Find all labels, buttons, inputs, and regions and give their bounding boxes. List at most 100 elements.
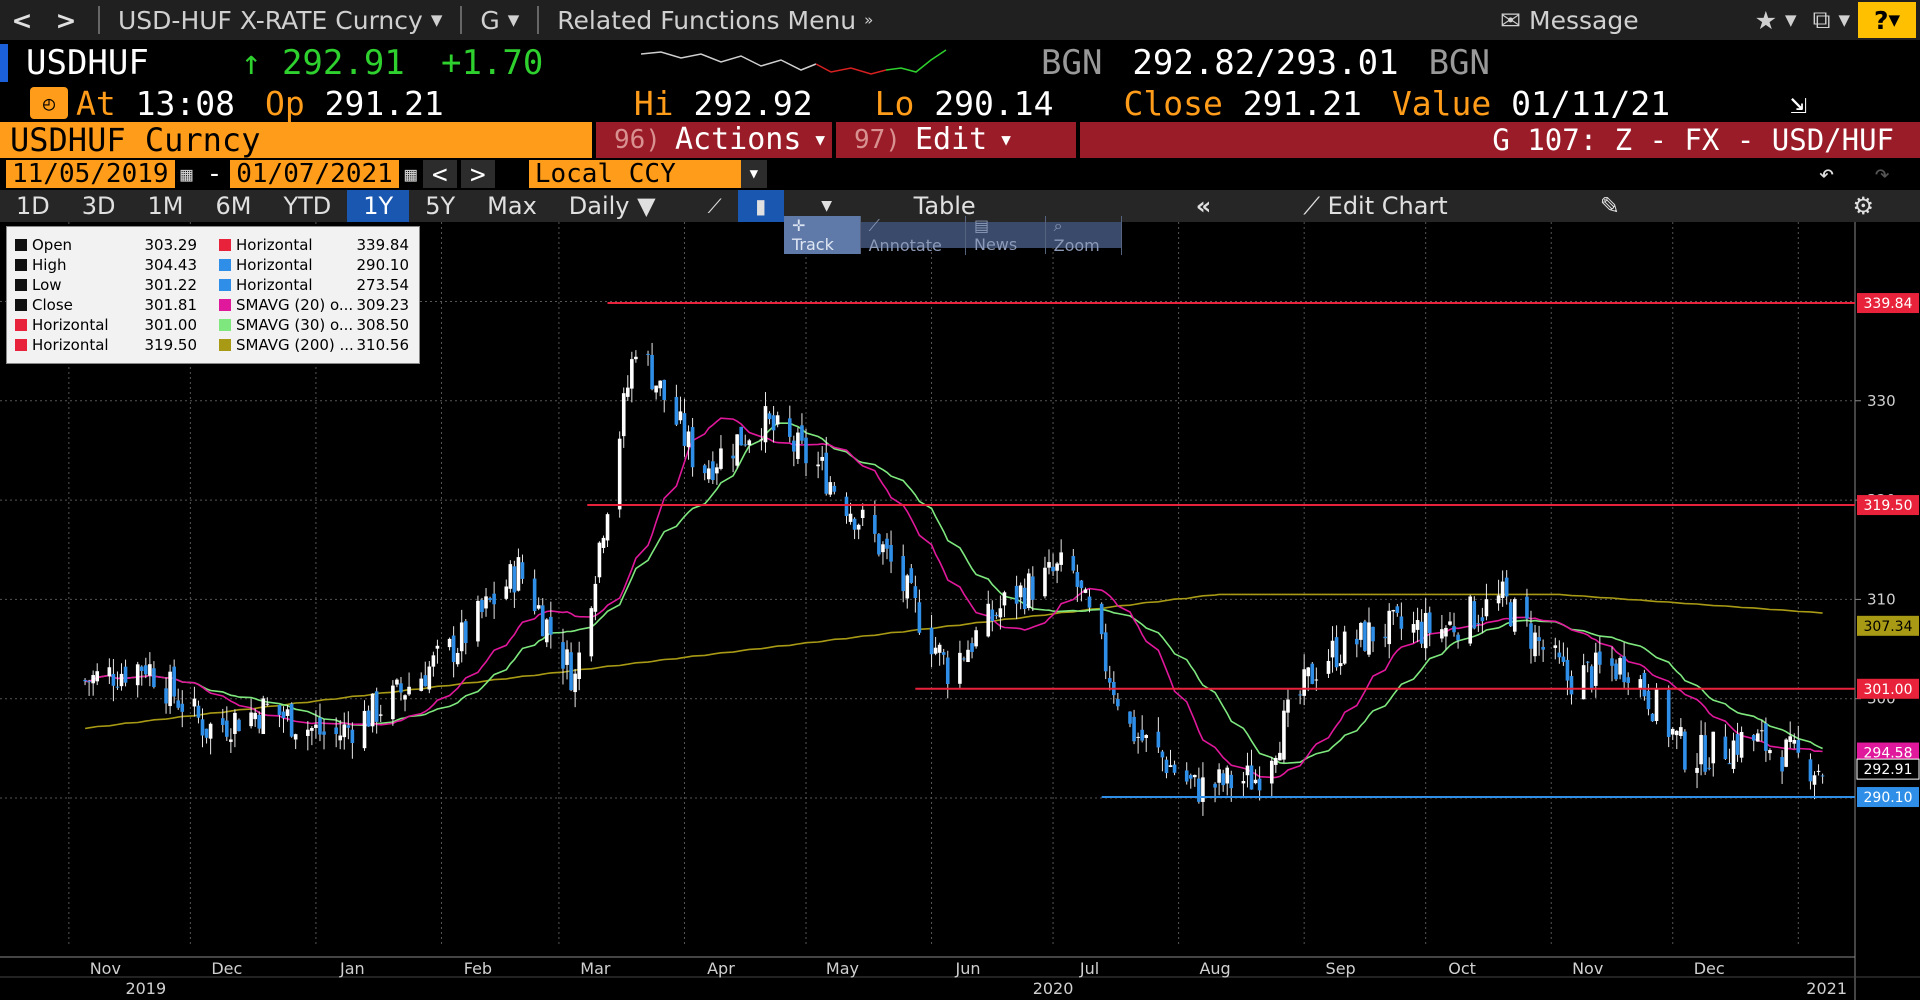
function-menu-label: G [480, 5, 500, 35]
ticker[interactable]: USDHUF [26, 43, 149, 83]
candle-body [1387, 610, 1392, 645]
security-menu[interactable]: USD-HUF X-RATE Curncy ▼ [110, 6, 450, 35]
period-buttons: 1D 3D 1M 6M YTD 1Y 5Y Max [0, 190, 553, 222]
period-button-1m[interactable]: 1M [147, 192, 184, 220]
undo-icon[interactable]: ↶ [1818, 159, 1835, 189]
edit-number: 97) [854, 125, 901, 155]
legend-item[interactable]: Horizontal [219, 235, 313, 255]
high-value: 292.92 [693, 83, 813, 123]
frequency-select[interactable]: Daily ▼ [553, 190, 672, 222]
legend-item[interactable]: SMAVG (200) ... [219, 335, 354, 355]
function-menu[interactable]: G ▼ [472, 6, 527, 35]
candle-body [941, 652, 946, 655]
candle-body [314, 724, 318, 729]
annotate-mode[interactable]: ⟋ Annotate [861, 215, 966, 255]
redo-icon[interactable]: ↷ [1874, 159, 1890, 189]
candle-body [1087, 596, 1092, 608]
period-button-3d[interactable]: 3D [81, 192, 116, 220]
candle-body [1699, 734, 1703, 765]
message-button[interactable]: ✉ Message [1492, 6, 1647, 35]
period-button-ytd[interactable]: YTD [283, 192, 332, 220]
candle-body [885, 538, 889, 549]
legend-label: Open [32, 236, 73, 254]
draw-tool-icon[interactable]: ✎ [1599, 192, 1620, 220]
window-button[interactable]: ⧉ ▼ [1805, 5, 1858, 35]
legend-value: 304.43 [144, 256, 198, 274]
chart-toolbar: 1D 3D 1M 6M YTD 1Y 5Y Max Daily ▼ ⟋ ▮ ▼ Table «… [0, 190, 1920, 222]
calendar-icon[interactable]: ▦ [180, 162, 193, 186]
candle-body [1286, 699, 1290, 713]
edit-label: Edit [914, 122, 988, 157]
track-mode[interactable]: ✛ Track [784, 216, 861, 254]
candle-body [435, 645, 440, 649]
chart-canvas[interactable]: 300310320330NovDecJanFebMarAprMayJunJulA… [0, 222, 1920, 1000]
gear-icon[interactable]: ⚙ [1852, 192, 1874, 220]
candle-body [111, 673, 116, 686]
legend-item[interactable]: Horizontal [219, 255, 313, 275]
legend-item[interactable]: Low [15, 275, 62, 295]
price-label-box [1856, 758, 1920, 780]
legend-item[interactable]: Open [15, 235, 72, 255]
period-button-max[interactable]: Max [487, 192, 537, 220]
security-field[interactable]: USDHUF Curncy [0, 122, 592, 158]
help-button[interactable]: ? ▼ [1858, 2, 1916, 38]
candle-body [1707, 767, 1711, 769]
period-button-6m[interactable]: 6M [215, 192, 252, 220]
collapse-icon[interactable]: « [1195, 192, 1212, 220]
open-label: Op [264, 83, 305, 123]
edit-menu[interactable]: 97) Edit ▼ [836, 122, 1076, 158]
news-mode[interactable]: ▤ News [966, 216, 1046, 254]
currency-select[interactable]: Local CCY [528, 160, 741, 188]
candle-body [820, 456, 824, 461]
candle-body [625, 387, 630, 397]
candle-body [431, 655, 436, 667]
candle-body [1533, 632, 1537, 657]
legend-item[interactable]: Horizontal [219, 275, 313, 295]
start-date-field[interactable]: 11/05/2019 [6, 160, 175, 188]
legend-item[interactable]: Horizontal [15, 335, 109, 355]
period-button-5y[interactable]: 5Y [425, 192, 456, 220]
legend-item[interactable]: High [15, 255, 66, 275]
candle-body [1683, 731, 1687, 770]
favorites-button[interactable]: ★ ▼ [1747, 6, 1805, 35]
candle-body [342, 724, 347, 738]
period-button-1d[interactable]: 1D [16, 192, 50, 220]
candle-body [1598, 651, 1602, 665]
candle-body [569, 652, 573, 691]
candle-body [1650, 713, 1655, 722]
candle-body [873, 515, 877, 534]
zoom-mode[interactable]: ⌕ Zoom [1046, 215, 1123, 255]
forward-button[interactable]: > [55, 5, 77, 35]
previous-period-button[interactable]: < [422, 160, 457, 190]
candle-body [1193, 774, 1197, 778]
candlestick-icon[interactable]: ▮ [737, 190, 784, 222]
period-button-1y[interactable]: 1Y [347, 190, 410, 222]
candle-body [1075, 572, 1080, 587]
candle-body [208, 723, 213, 739]
candle-body [1674, 730, 1679, 736]
actions-menu[interactable]: 96) Actions ▼ [596, 122, 832, 158]
chevron-down-icon[interactable]: ▼ [821, 198, 833, 214]
next-period-button[interactable]: > [460, 160, 495, 190]
pop-out-icon[interactable]: ⇲ [1790, 86, 1807, 120]
legend-item[interactable]: SMAVG (20) o... [219, 295, 353, 315]
chevron-down-icon[interactable]: ▼ [740, 160, 767, 188]
end-date-field[interactable]: 01/07/2021 [230, 160, 399, 188]
line-chart-icon[interactable]: ⟋ [707, 194, 722, 218]
edit-chart-button[interactable]: ⟋ Edit Chart [1287, 190, 1464, 222]
candle-body [374, 691, 379, 722]
legend-item[interactable]: Close [15, 295, 73, 315]
back-button[interactable]: < [11, 5, 33, 35]
chart-legend[interactable]: Open 303.29 High 304.43 Low 301.22 Close 301.81… [6, 226, 420, 364]
candle-body [1569, 676, 1574, 695]
speedometer-icon[interactable]: ◴ [30, 87, 68, 119]
table-button[interactable]: Table [913, 192, 976, 220]
legend-item[interactable]: SMAVG (30) o... [219, 315, 353, 335]
candle-body [139, 666, 144, 671]
related-functions-menu[interactable]: Related Functions Menu » [549, 6, 881, 35]
calendar-icon[interactable]: ▦ [404, 162, 417, 186]
candle-body [148, 664, 152, 676]
legend-item[interactable]: Horizontal [15, 315, 109, 335]
candle-body [1440, 629, 1444, 639]
candle-body [1079, 580, 1084, 589]
